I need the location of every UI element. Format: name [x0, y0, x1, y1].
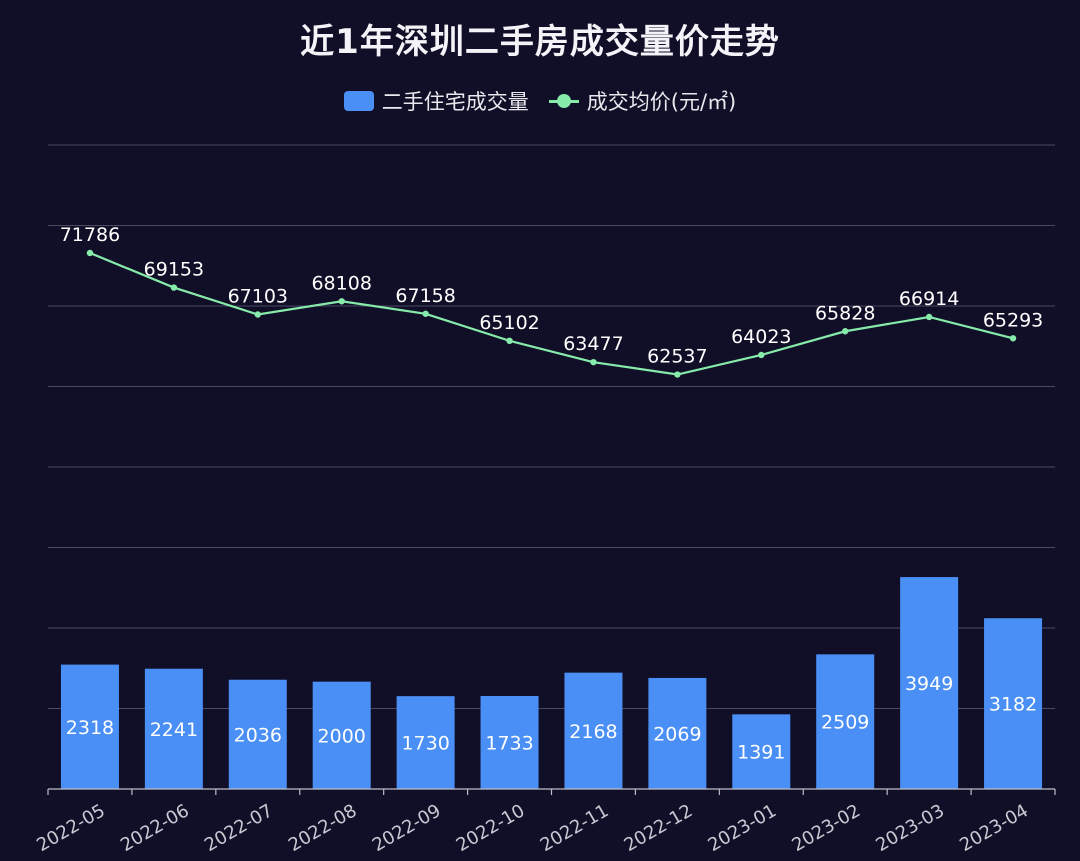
- bar[interactable]: [228, 679, 287, 789]
- price-point[interactable]: [590, 358, 597, 366]
- bar[interactable]: [816, 654, 875, 789]
- bar[interactable]: [144, 668, 203, 789]
- bar[interactable]: [396, 696, 455, 789]
- price-value-label: 65293: [983, 309, 1043, 331]
- price-line: [89, 251, 1014, 376]
- x-tick-label: 2022-05: [33, 800, 109, 856]
- bar[interactable]: [480, 695, 539, 789]
- bar[interactable]: [900, 577, 959, 789]
- x-tick-label: 2022-09: [369, 800, 445, 856]
- bar-value-label: 3949: [905, 673, 953, 695]
- price-value-label: 66914: [899, 288, 959, 310]
- legend-label-volume: 二手住宅成交量: [381, 90, 529, 114]
- bar-value-label: 3182: [989, 694, 1037, 716]
- price-value-label: 65102: [479, 312, 539, 334]
- price-point[interactable]: [422, 310, 429, 317]
- price-point[interactable]: [338, 298, 345, 305]
- x-tick-label: 2022-07: [201, 800, 277, 856]
- bar-series: 2318 2241 2036 2000 1730 1733 2168 2069 1391 2509…: [60, 577, 1043, 789]
- price-point[interactable]: [925, 313, 933, 321]
- price-point[interactable]: [758, 351, 765, 359]
- bar[interactable]: [984, 618, 1043, 789]
- x-tick-label: 2022-08: [285, 800, 361, 856]
- bar[interactable]: [564, 672, 623, 789]
- bar-value-label: 2168: [569, 721, 617, 743]
- price-point[interactable]: [254, 311, 261, 318]
- price-point[interactable]: [1009, 335, 1017, 342]
- bar-value-label: 2241: [150, 719, 198, 741]
- price-value-label: 67158: [395, 285, 455, 307]
- bar-value-label: 2509: [821, 712, 869, 734]
- price-point[interactable]: [674, 371, 681, 378]
- bar[interactable]: [60, 664, 119, 789]
- legend-item-price[interactable]: 成交均价(元/㎡): [548, 86, 737, 116]
- x-tick-label: 2023-03: [872, 800, 948, 856]
- price-value-label: 63477: [563, 333, 623, 355]
- chart-title: 近1年深圳二手房成交量价走势: [300, 22, 780, 62]
- bar-value-label: 2000: [318, 725, 366, 747]
- bar[interactable]: [312, 681, 371, 789]
- price-value-label: 65828: [815, 302, 875, 324]
- price-value-label: 62537: [647, 346, 707, 368]
- bar-value-label: 1391: [737, 742, 785, 764]
- bar[interactable]: [648, 677, 707, 789]
- price-point[interactable]: [506, 337, 513, 345]
- price-value-label: 69153: [144, 259, 204, 281]
- line-series: 71786 69153 67103 68108 67158 65102 63477 62537…: [60, 224, 1043, 378]
- price-point[interactable]: [170, 284, 178, 291]
- x-axis: 2022-05 2022-06 2022-07 2022-08 2022-09 2022-…: [33, 788, 1056, 856]
- bar-value-label: 2069: [653, 723, 701, 745]
- bar-value-label: 2318: [66, 717, 114, 739]
- price-value-label: 64023: [731, 326, 791, 348]
- legend-line-swatch: [548, 91, 579, 111]
- chart-legend: 二手住宅成交量 成交均价(元/㎡): [0, 86, 1080, 116]
- x-tick-label: 2022-10: [453, 800, 529, 856]
- grid-lines: [48, 144, 1055, 709]
- legend-bar-swatch: [343, 91, 374, 111]
- x-tick-label: 2022-12: [621, 800, 697, 856]
- bar[interactable]: [732, 714, 791, 789]
- price-value-label: 71786: [60, 224, 120, 246]
- bar-value-label: 1733: [485, 732, 533, 754]
- price-point[interactable]: [86, 249, 94, 257]
- price-value-label: 68108: [311, 272, 371, 294]
- bar-value-label: 2036: [234, 724, 282, 746]
- price-point[interactable]: [842, 328, 849, 335]
- legend-item-volume[interactable]: 二手住宅成交量: [343, 86, 529, 116]
- bar-value-label: 1730: [401, 733, 449, 755]
- price-value-label: 67103: [228, 286, 288, 308]
- x-tick-label: 2022-06: [117, 800, 193, 856]
- x-tick-label: 2022-11: [537, 800, 613, 856]
- legend-label-price: 成交均价(元/㎡): [586, 90, 737, 114]
- x-tick-label: 2023-01: [705, 800, 781, 856]
- x-tick-label: 2023-04: [956, 800, 1032, 856]
- x-tick-label: 2023-02: [788, 800, 864, 856]
